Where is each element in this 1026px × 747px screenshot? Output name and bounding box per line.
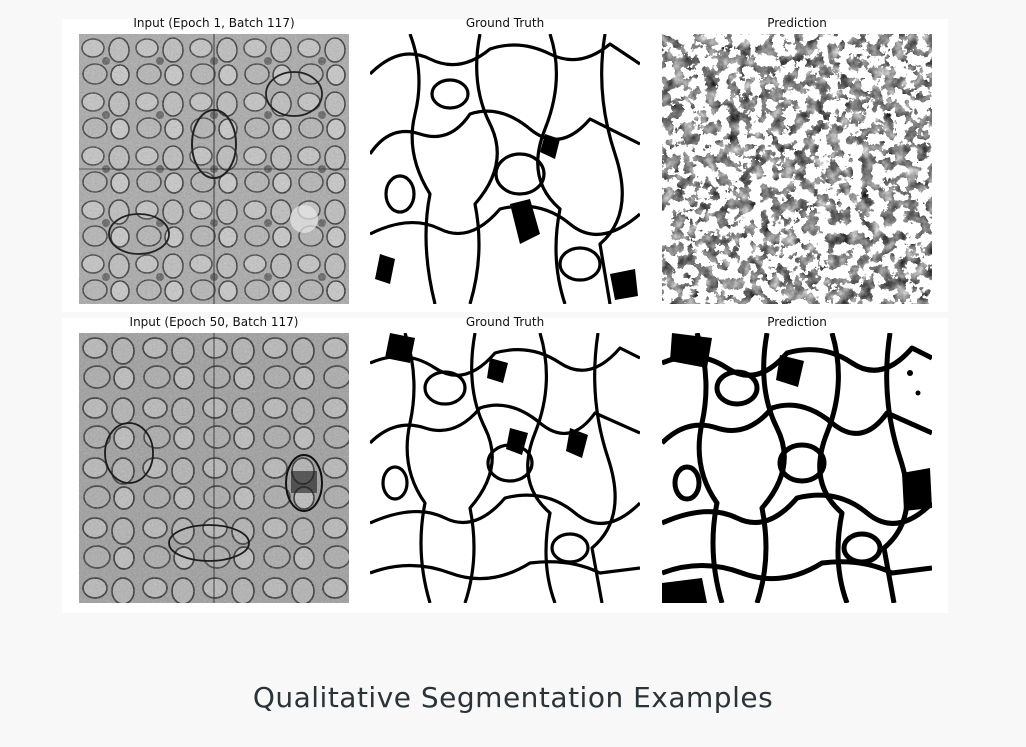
prediction-image-epoch-50	[662, 333, 932, 603]
input-image-epoch-50	[79, 333, 349, 603]
ground-truth-image-epoch-1	[370, 34, 640, 304]
prediction-image-epoch-1	[662, 34, 932, 304]
prediction-title-row-2: Prediction	[662, 315, 932, 329]
ground-truth-image-epoch-50	[370, 333, 640, 603]
input-image-epoch-1	[79, 34, 349, 304]
input-title-row-1: Input (Epoch 1, Batch 117)	[79, 16, 349, 30]
prediction-title-row-1: Prediction	[662, 16, 932, 30]
figure-caption: Qualitative Segmentation Examples	[0, 680, 1026, 716]
ground-truth-title-row-2: Ground Truth	[370, 315, 640, 329]
input-title-row-2: Input (Epoch 50, Batch 117)	[79, 315, 349, 329]
ground-truth-title-row-1: Ground Truth	[370, 16, 640, 30]
